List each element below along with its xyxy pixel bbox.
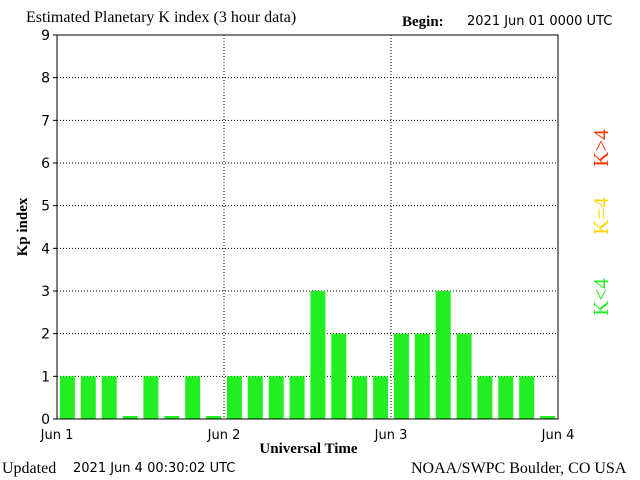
y-tick-label: 4 — [41, 241, 50, 257]
x-axis-label: Universal Time — [259, 441, 358, 457]
kp-bar — [185, 376, 201, 419]
y-tick-label: 7 — [41, 113, 50, 129]
kp-bar — [373, 376, 389, 419]
legend-item: K=4 — [589, 197, 613, 235]
kp-bar — [519, 376, 535, 419]
y-axis-label: Kp index — [15, 197, 31, 256]
kp-bar — [393, 333, 409, 419]
y-tick-label: 8 — [41, 71, 50, 87]
plot-frame — [56, 34, 559, 420]
kp-bar — [80, 376, 96, 419]
kp-bar — [247, 376, 263, 419]
kp-bar — [435, 291, 451, 419]
kp-bar — [352, 376, 368, 419]
y-tick-label: 9 — [41, 28, 50, 44]
y-tick-label: 6 — [41, 156, 50, 172]
x-tick-label: Jun 2 — [207, 428, 241, 443]
updated-label: Updated — [2, 460, 57, 477]
x-tick-label: Jun 4 — [541, 428, 575, 443]
kp-bar — [101, 376, 117, 419]
x-tick-label: Jun 3 — [374, 428, 408, 443]
kp-bar — [226, 376, 242, 419]
kp-bar — [310, 291, 326, 419]
chart-title: Estimated Planetary K index (3 hour data… — [26, 9, 297, 26]
begin-label: Begin: — [402, 14, 444, 30]
kp-bar — [164, 416, 180, 419]
legend-item: K<4 — [589, 278, 613, 316]
begin-value: 2021 Jun 01 0000 UTC — [467, 14, 613, 29]
source-credit: NOAA/SWPC Boulder, CO USA — [411, 460, 627, 477]
y-tick-label: 1 — [41, 369, 50, 385]
kp-bar — [59, 376, 75, 419]
kp-bar — [289, 376, 305, 419]
y-tick-label: 2 — [41, 327, 50, 343]
updated-value: 2021 Jun 4 00:30:02 UTC — [73, 461, 236, 476]
kp-bar — [122, 416, 138, 419]
kp-bar — [206, 416, 222, 419]
x-tick-label: Jun 1 — [40, 428, 74, 443]
kp-bar — [540, 416, 556, 419]
y-tick-label: 5 — [41, 199, 50, 215]
kp-bar — [331, 333, 347, 419]
kp-bar — [268, 376, 284, 419]
y-tick-label: 3 — [41, 284, 50, 300]
kp-bar — [414, 333, 430, 419]
kp-bar — [143, 376, 159, 419]
y-tick-label: 0 — [41, 412, 50, 428]
legend-item: K>4 — [589, 129, 613, 167]
kp-bar — [498, 376, 514, 419]
kp-bar — [477, 376, 493, 419]
kp-bar — [456, 333, 472, 419]
